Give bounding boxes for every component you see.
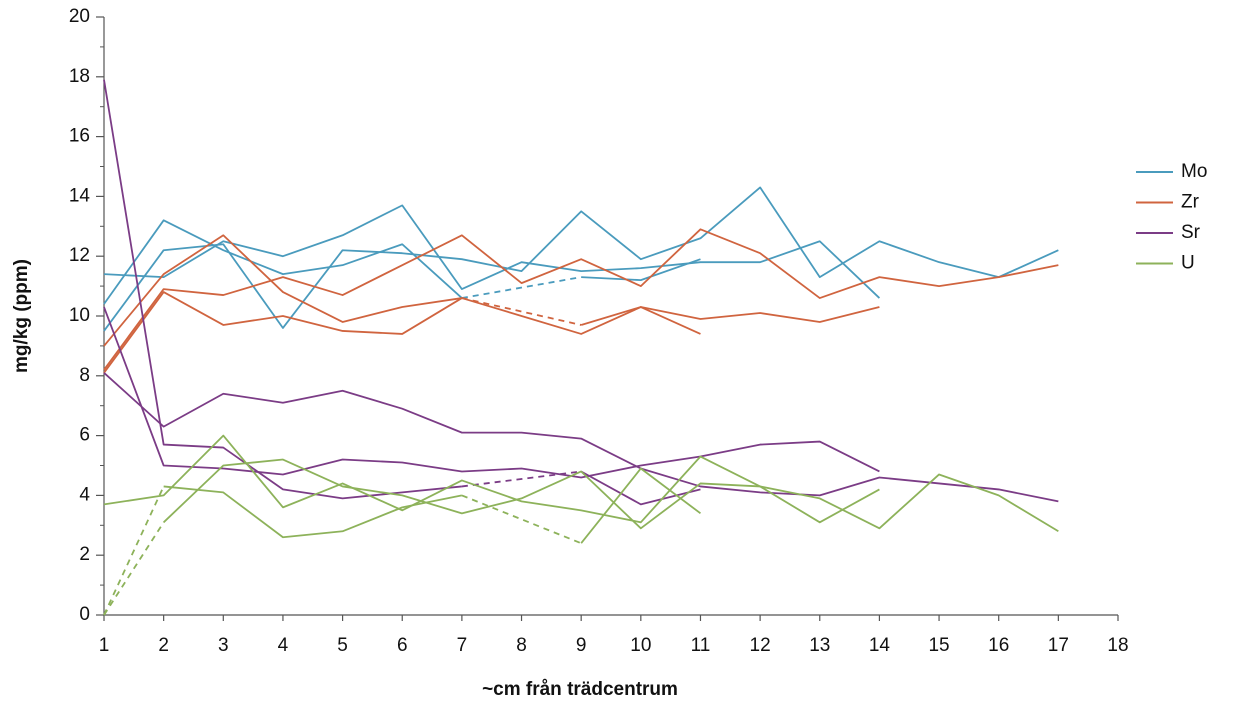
data-line xyxy=(103,434,880,524)
dashed-bridge xyxy=(461,494,582,545)
data-line xyxy=(163,485,463,539)
x-tick-label: 4 xyxy=(278,635,289,656)
data-line xyxy=(103,234,880,347)
x-tick-label: 13 xyxy=(809,635,830,656)
dashed-bridge xyxy=(461,297,582,326)
y-tick-label: 20 xyxy=(69,6,90,27)
dashed-bridge xyxy=(103,486,165,616)
data-line xyxy=(103,372,1059,503)
data-line xyxy=(580,306,701,335)
data-line xyxy=(580,467,702,544)
y-tick-label: 2 xyxy=(79,544,90,565)
data-line xyxy=(580,470,701,506)
data-line xyxy=(103,228,1059,371)
y-tick-label: 0 xyxy=(79,604,90,625)
x-tick-label: 11 xyxy=(691,635,711,656)
y-tick-label: 12 xyxy=(69,245,90,266)
dashed-bridge xyxy=(461,276,582,299)
legend-label: U xyxy=(1181,253,1195,274)
x-tick-label: 6 xyxy=(397,635,408,656)
y-tick-label: 16 xyxy=(69,126,90,147)
y-tick-label: 4 xyxy=(79,484,90,505)
x-tick-label: 14 xyxy=(869,635,891,656)
x-tick-label: 12 xyxy=(750,635,771,656)
y-axis-title: mg/kg (ppm) xyxy=(11,259,32,373)
y-tick-label: 18 xyxy=(69,66,90,87)
x-tick-label: 16 xyxy=(988,635,1009,656)
y-tick-label: 14 xyxy=(69,185,91,206)
data-line xyxy=(163,458,1059,533)
y-tick-label: 8 xyxy=(79,365,90,386)
legend-label: Mo xyxy=(1181,161,1207,182)
data-line xyxy=(103,219,463,305)
x-tick-label: 17 xyxy=(1048,635,1069,656)
data-line xyxy=(581,258,701,282)
x-tick-label: 18 xyxy=(1107,635,1128,656)
data-line xyxy=(103,306,880,479)
x-tick-label: 7 xyxy=(457,635,468,656)
data-line xyxy=(103,291,463,374)
data-line xyxy=(103,79,462,500)
legend-label: Sr xyxy=(1181,222,1201,243)
legend-label: Zr xyxy=(1181,192,1200,213)
x-tick-label: 9 xyxy=(576,635,587,656)
y-tick-label: 6 xyxy=(79,425,90,446)
dashed-bridge xyxy=(103,521,165,616)
x-tick-label: 15 xyxy=(928,635,949,656)
x-axis-title: ~cm från trädcentrum xyxy=(482,679,678,700)
y-tick-label: 10 xyxy=(69,305,90,326)
x-tick-label: 1 xyxy=(99,635,110,656)
x-tick-label: 10 xyxy=(630,635,651,656)
x-tick-label: 8 xyxy=(516,635,527,656)
x-tick-label: 5 xyxy=(337,635,348,656)
data-line xyxy=(103,186,1059,332)
x-tick-label: 2 xyxy=(158,635,169,656)
x-tick-label: 3 xyxy=(218,635,229,656)
data-line xyxy=(103,204,881,299)
